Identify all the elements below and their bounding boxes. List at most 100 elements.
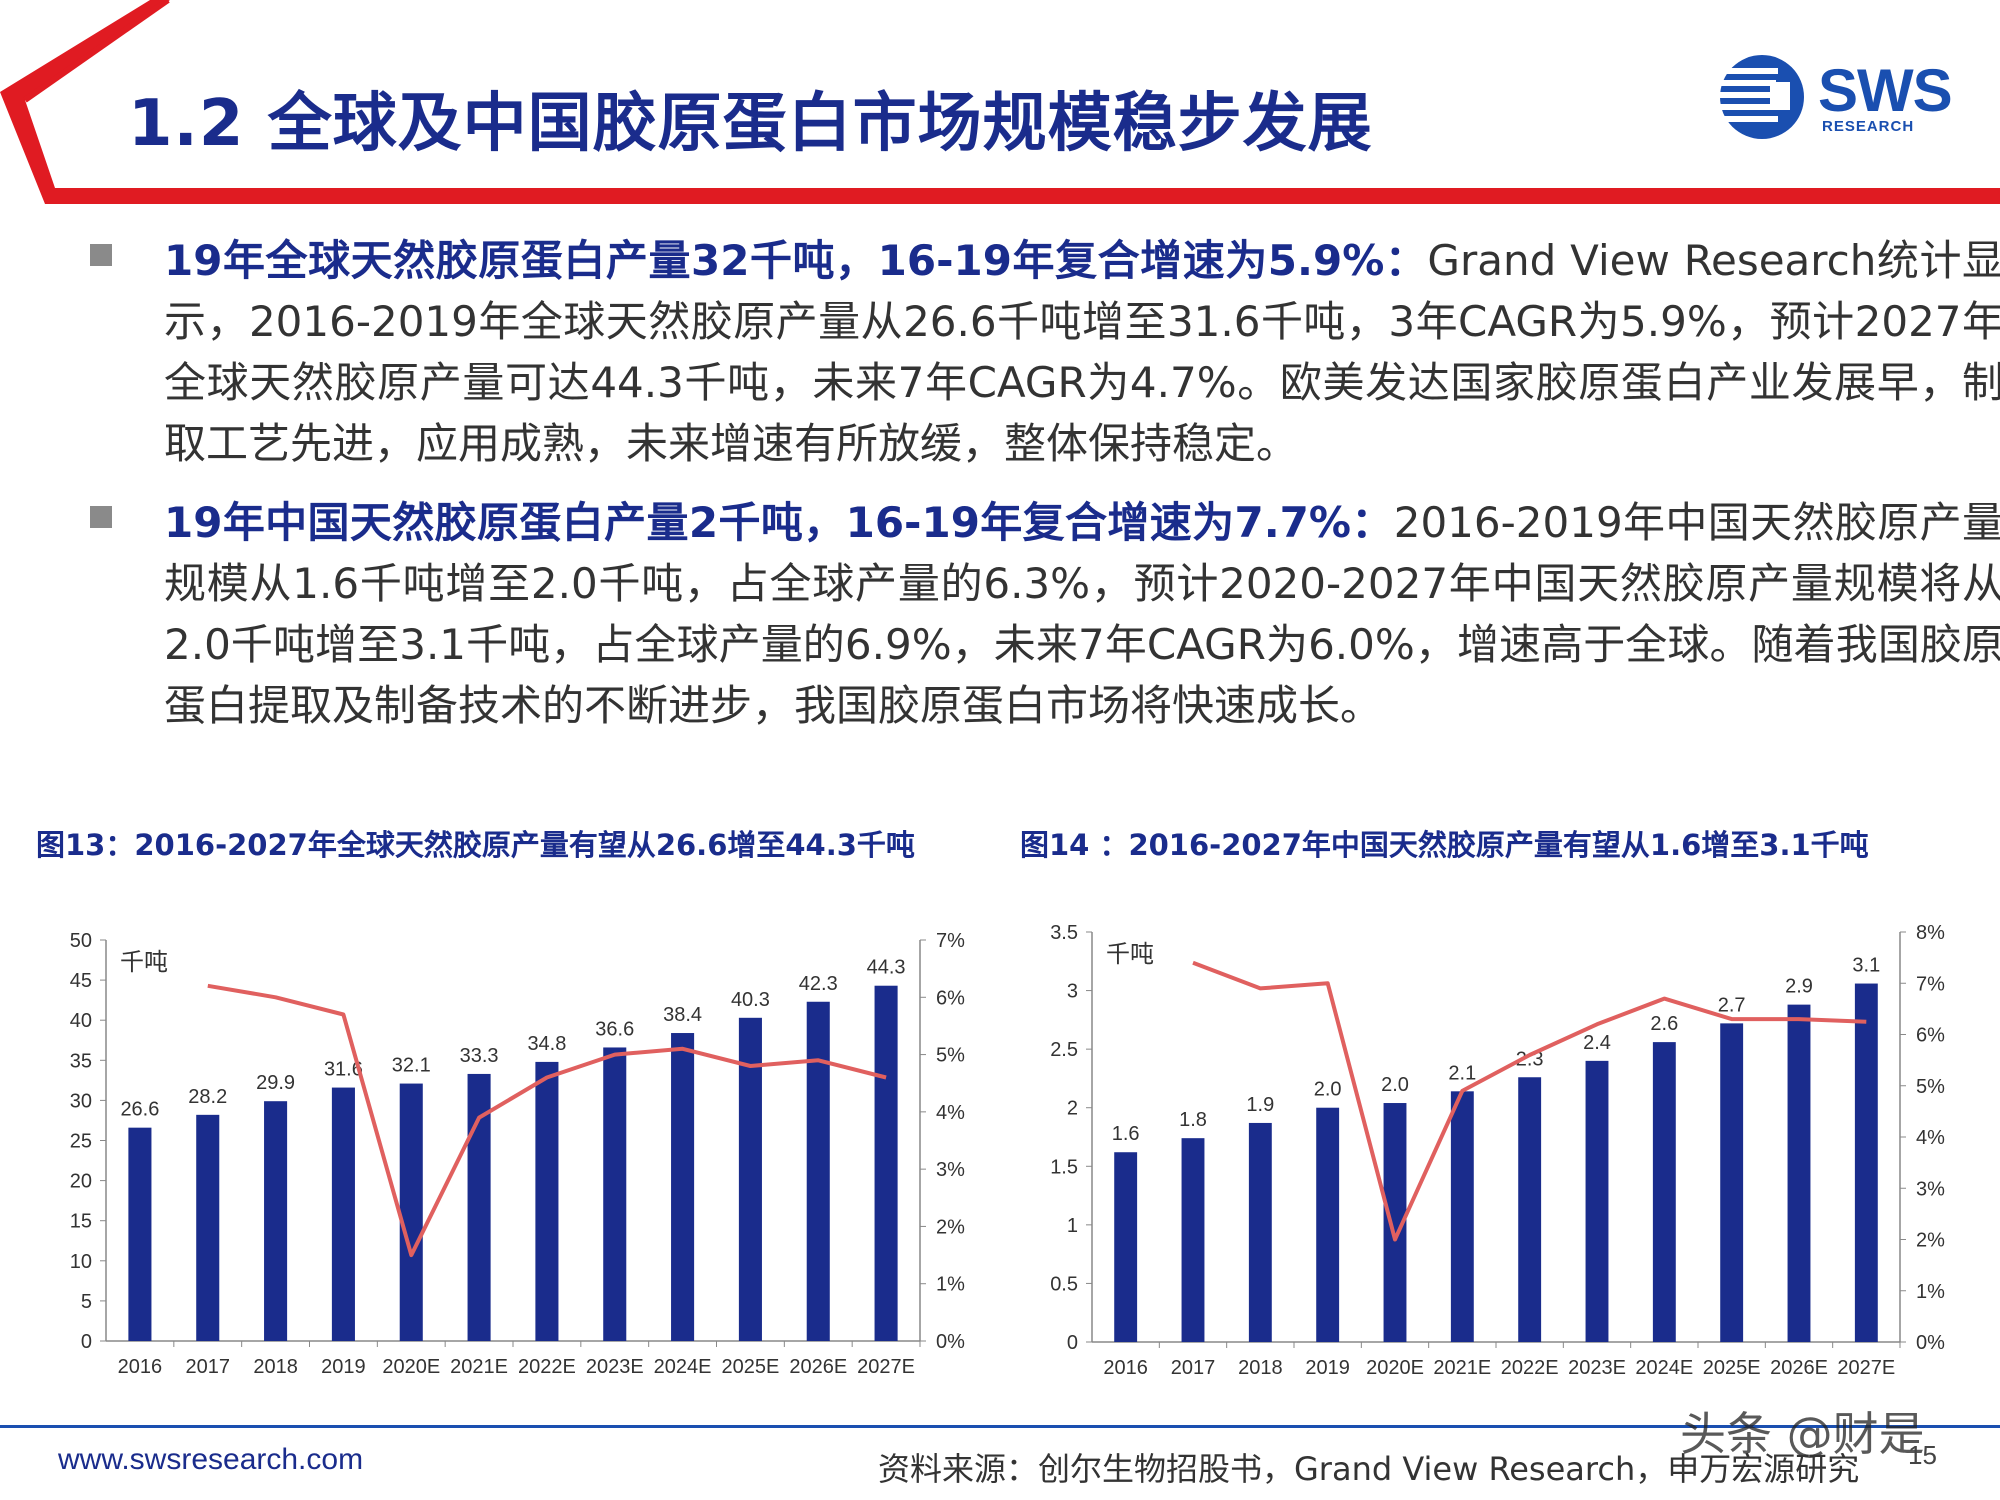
y2-tick-label: 0% <box>1916 1332 1945 1354</box>
y2-tick-label: 4% <box>936 1102 965 1124</box>
data-label: 40.3 <box>731 989 770 1011</box>
watermark-text: 头条 @财是 <box>1680 1407 1925 1461</box>
growth-rate-line <box>1192 960 1867 1242</box>
x-tick-label: 2018 <box>1238 1357 1283 1379</box>
y2-tick-label: 5% <box>936 1045 965 1067</box>
y-tick-label: 25 <box>70 1131 92 1153</box>
bullet-body: 2016-2019年中国天然胶原产量规模从1.6千吨增至2.0千吨，占全球产量的… <box>164 498 2000 730</box>
y2-tick-label: 3% <box>936 1159 965 1181</box>
page-number: 15 <box>1908 1440 1937 1470</box>
bar <box>1383 1103 1407 1342</box>
x-tick-label: 2019 <box>321 1356 366 1378</box>
x-tick-label: 2027E <box>1837 1357 1895 1379</box>
bullet-square-icon <box>90 506 112 528</box>
bullet-text: 19年中国天然胶原蛋白产量2千吨，16-19年复合增速为7.7%：2016-20… <box>164 492 2000 736</box>
bar <box>738 1017 762 1341</box>
data-label: 44.3 <box>867 957 906 979</box>
data-label: 2.7 <box>1718 994 1746 1016</box>
x-tick-label: 2023E <box>1568 1357 1626 1379</box>
bar <box>1720 1023 1744 1342</box>
bullet-body: Grand View Research统计显示，2016-2019年全球天然胶原… <box>164 236 2000 468</box>
y-tick-label: 45 <box>70 970 92 992</box>
data-label: 36.6 <box>595 1018 634 1040</box>
logo-subtext: RESEARCH <box>1822 118 1915 135</box>
data-label: 26.6 <box>120 1099 159 1121</box>
y-tick-label: 2 <box>1067 1098 1078 1120</box>
bar <box>467 1073 491 1341</box>
figure-13-title: 图13：2016-2027年全球天然胶原产量有望从26.6增至44.3千吨 <box>36 828 915 862</box>
y2-tick-label: 6% <box>1916 1025 1945 1047</box>
bar <box>1316 1107 1340 1342</box>
data-label: 1.9 <box>1246 1094 1274 1116</box>
bullet-square-icon <box>90 244 112 266</box>
x-tick-label: 2025E <box>721 1356 779 1378</box>
data-label: 3.1 <box>1852 955 1880 977</box>
bar <box>1518 1077 1542 1342</box>
data-label: 1.6 <box>1112 1123 1140 1145</box>
y2-tick-label: 7% <box>1916 973 1945 995</box>
bar <box>331 1087 355 1341</box>
y-tick-label: 3 <box>1067 981 1078 1003</box>
data-label: 33.3 <box>460 1045 499 1067</box>
footer-source: 资料来源：创尔生物招股书，Grand View Research，申万宏源研究 <box>878 1450 1860 1488</box>
x-tick-label: 2025E <box>1703 1357 1761 1379</box>
data-label: 31.6 <box>324 1059 363 1081</box>
y2-tick-label: 3% <box>1916 1178 1945 1200</box>
chart-china-collagen: 0 0.5 1 1.5 2 2.5 3 3.5 0% 1% 2% 3% 4% 5% 6% 7% 8% 千吨 2016… <box>1050 922 1945 1379</box>
y2-tick-label: 5% <box>1916 1076 1945 1098</box>
y-tick-label: 0 <box>1067 1332 1078 1354</box>
y2-tick-label: 1% <box>1916 1281 1945 1303</box>
unit-label: 千吨 <box>1106 941 1154 968</box>
bar <box>535 1061 559 1341</box>
y-tick-label: 10 <box>70 1251 92 1273</box>
footer-website-link[interactable]: www.swsresearch.com <box>58 1443 364 1476</box>
y-tick-label: 5 <box>81 1291 92 1313</box>
data-label: 2.0 <box>1314 1079 1342 1101</box>
y-tick-label: 35 <box>70 1050 92 1072</box>
data-label: 2.4 <box>1583 1032 1611 1054</box>
y2-tick-label: 2% <box>936 1216 965 1238</box>
data-label: 29.9 <box>256 1072 295 1094</box>
bar <box>1450 1091 1474 1342</box>
data-label: 2.1 <box>1448 1062 1476 1084</box>
bullet-text: 19年全球天然胶原蛋白产量32千吨，16-19年复合增速为5.9%：Grand … <box>164 230 2000 474</box>
data-label: 2.0 <box>1381 1074 1409 1096</box>
bar <box>196 1114 220 1341</box>
bar <box>399 1083 423 1341</box>
y2-tick-label: 6% <box>936 987 965 1009</box>
bar <box>1854 983 1878 1342</box>
y2-tick-label: 1% <box>936 1274 965 1296</box>
bar <box>1652 1042 1676 1342</box>
bar <box>874 985 898 1341</box>
data-label: 34.8 <box>527 1033 566 1055</box>
bar <box>806 1001 830 1341</box>
header-red-line-top <box>23 0 170 103</box>
y-tick-label: 3.5 <box>1050 922 1078 944</box>
logo-wordmark: SWS <box>1818 57 1953 124</box>
x-tick-label: 2023E <box>586 1356 644 1378</box>
chart-global-collagen: 0 5 10 15 20 25 30 35 40 45 50 0% 1% 2% 3% 4% 5% 6% 7% 千吨 20… <box>70 930 965 1378</box>
y2-tick-label: 2% <box>1916 1230 1945 1252</box>
data-label: 32.1 <box>392 1055 431 1077</box>
y-tick-label: 0.5 <box>1050 1273 1078 1295</box>
x-tick-label: 2017 <box>1171 1357 1216 1379</box>
x-tick-label: 2022E <box>518 1356 576 1378</box>
bar <box>128 1127 152 1341</box>
x-tick-label: 2022E <box>1501 1357 1559 1379</box>
y-tick-label: 20 <box>70 1171 92 1193</box>
y2-tick-label: 7% <box>936 930 965 952</box>
figure-14-title: 图14 ：2016-2027年中国天然胶原产量有望从1.6增至3.1千吨 <box>1020 828 1869 862</box>
x-tick-label: 2020E <box>1366 1357 1424 1379</box>
y-tick-label: 15 <box>70 1211 92 1233</box>
y-tick-label: 1.5 <box>1050 1156 1078 1178</box>
x-tick-label: 2021E <box>1433 1357 1491 1379</box>
bar <box>1114 1152 1138 1342</box>
data-label: 38.4 <box>663 1004 702 1026</box>
y-tick-label: 0 <box>81 1331 92 1353</box>
x-tick-label: 2027E <box>857 1356 915 1378</box>
growth-rate-line <box>207 983 887 1258</box>
y-tick-label: 1 <box>1067 1215 1078 1237</box>
x-tick-label: 2021E <box>450 1356 508 1378</box>
x-tick-label: 2026E <box>1770 1357 1828 1379</box>
data-label: 2.9 <box>1785 976 1813 998</box>
